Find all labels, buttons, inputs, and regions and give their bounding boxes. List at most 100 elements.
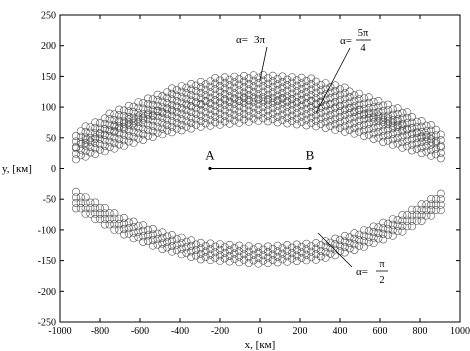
data-point: [240, 244, 249, 253]
data-point: [393, 216, 402, 225]
data-point: [211, 79, 220, 88]
data-point: [230, 255, 239, 264]
data-point: [273, 80, 282, 89]
data-point: [206, 250, 215, 259]
data-point: [100, 136, 109, 145]
data-point: [283, 257, 292, 266]
data-point: [148, 106, 157, 115]
data-point: [403, 216, 412, 225]
data-point: [278, 89, 287, 98]
data-point: [225, 246, 234, 255]
data-point: [139, 119, 148, 128]
data-point: [124, 118, 133, 127]
data-point: [201, 253, 210, 262]
data-point: [326, 83, 335, 92]
data-point: [311, 83, 320, 92]
data-point: [163, 104, 172, 113]
data-point: [144, 120, 153, 129]
data-point: [355, 100, 364, 109]
data-point: [76, 140, 85, 149]
data-point: [254, 94, 263, 103]
data-point: [115, 220, 124, 229]
data-point: [211, 74, 220, 83]
data-point: [144, 100, 153, 109]
data-point: [431, 144, 440, 153]
data-point: [307, 247, 316, 256]
data-point: [259, 71, 268, 80]
data-point: [177, 82, 186, 91]
data-point: [220, 248, 229, 257]
data-point: [278, 244, 287, 253]
data-point: [263, 106, 272, 115]
data-point: [403, 136, 412, 145]
data-point: [436, 154, 445, 163]
data-point: [297, 107, 306, 116]
data-point: [139, 113, 148, 122]
data-point: [422, 121, 431, 130]
data-point: [369, 134, 378, 143]
data-point: [196, 83, 205, 92]
data-point: [263, 74, 272, 83]
data-point: [417, 149, 426, 158]
data-point: [201, 119, 210, 128]
data-point: [129, 108, 138, 117]
data-point: [431, 150, 440, 159]
data-point: [307, 74, 316, 83]
annotation-alpha-pi2-denominator: 2: [379, 275, 384, 286]
data-point: [91, 215, 100, 224]
x-tick-label: -200: [211, 326, 229, 337]
data-point: [369, 239, 378, 248]
axis-ticks: -1000 -800 -600 -400 -200 0 200 400 600 800 100025…: [38, 11, 470, 338]
data-point: [431, 195, 440, 204]
data-point: [172, 235, 181, 244]
data-point: [134, 118, 143, 127]
data-point: [350, 240, 359, 249]
data-point: [220, 78, 229, 87]
data-point: [359, 231, 368, 240]
data-point: [254, 90, 263, 99]
data-point: [216, 251, 225, 260]
data-point: [374, 234, 383, 243]
data-point: [211, 96, 220, 105]
annotation-alpha-5pi4-leader: [315, 47, 351, 114]
data-point: [230, 83, 239, 92]
data-point: [383, 125, 392, 134]
data-point: [254, 73, 263, 82]
data-point: [417, 132, 426, 141]
data-point: [244, 112, 253, 121]
data-point: [220, 84, 229, 93]
x-tick-label: 600: [373, 326, 388, 337]
data-point: [359, 99, 368, 108]
data-point: [417, 211, 426, 220]
data-point: [427, 195, 436, 204]
data-point: [120, 136, 129, 145]
data-point: [163, 243, 172, 252]
data-point: [172, 240, 181, 249]
data-point: [254, 111, 263, 120]
data-point: [216, 82, 225, 91]
data-point: [139, 226, 148, 235]
data-point: [144, 237, 153, 246]
data-point: [259, 76, 268, 85]
data-point: [355, 89, 364, 98]
data-point: [350, 96, 359, 105]
data-point: [321, 253, 330, 262]
data-point: [81, 147, 90, 156]
x-tick-label: 800: [413, 326, 428, 337]
x-tick-label: -600: [131, 326, 149, 337]
data-point: [81, 204, 90, 213]
annotation-alpha-pi2-numerator: π: [379, 259, 385, 270]
data-point: [196, 88, 205, 97]
data-point: [124, 126, 133, 135]
data-point: [72, 149, 81, 158]
data-point: [120, 106, 129, 115]
data-point: [259, 251, 268, 260]
data-point: [201, 247, 210, 256]
y-tick-label: -50: [43, 195, 56, 206]
data-point: [427, 140, 436, 149]
data-point: [331, 245, 340, 254]
data-point: [115, 134, 124, 143]
y-axis-title: y, [км]: [2, 163, 32, 175]
data-point: [244, 253, 253, 262]
data-point: [144, 225, 153, 234]
